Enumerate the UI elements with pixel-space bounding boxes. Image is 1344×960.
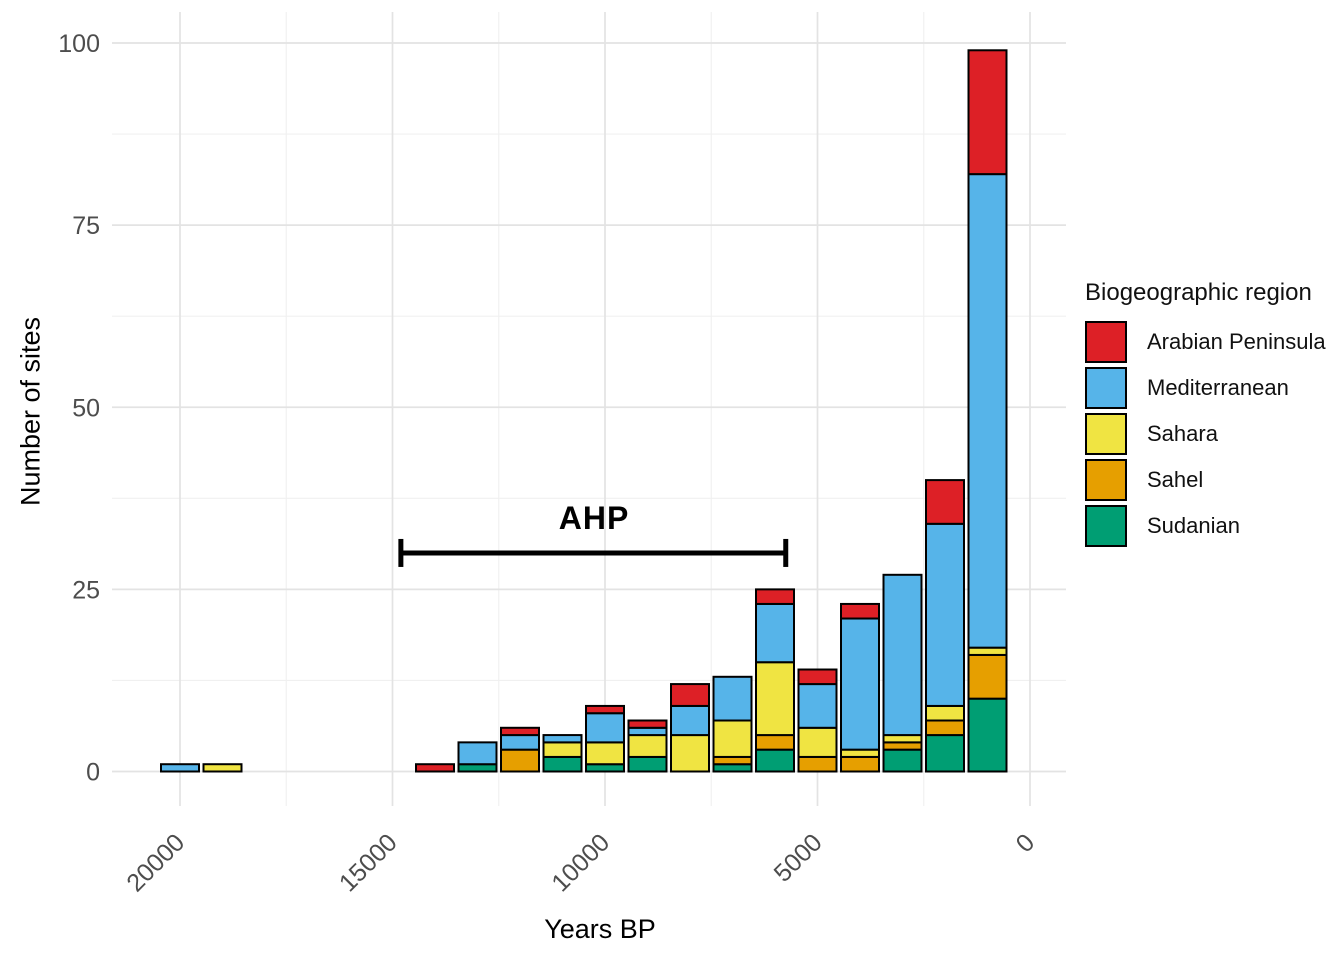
y-tick-label-75: 75 (72, 212, 100, 240)
bar-segment-4000bp-sahel (840, 755, 880, 773)
bar-segment-19000bp-sahara (202, 763, 243, 773)
bar-segment-6000bp-mediterranean (755, 602, 795, 664)
x-tick-label-0: 0 (1011, 828, 1041, 858)
legend-swatch-sahara (1085, 413, 1127, 455)
bar-segment-10000bp-mediterranean (585, 712, 625, 744)
y-tick-label-100: 100 (58, 30, 100, 58)
legend-title: Biogeographic region (1085, 279, 1312, 306)
x-tick-label-5000: 5000 (769, 828, 828, 887)
bar-segment-7000bp-sahara (712, 719, 753, 758)
bar-segment-3000bp-mediterranean (882, 573, 923, 737)
legend-label: Arabian Peninsula (1147, 329, 1326, 354)
y-tick-label-0: 0 (86, 759, 100, 787)
bar-segment-6000bp-sahara (755, 661, 795, 737)
x-axis-title: Years BP (544, 914, 656, 944)
bar-segment-9000bp-sudanian (627, 755, 668, 773)
legend-swatch-arabian-peninsula (1085, 321, 1127, 363)
bar-segment-7000bp-sahel (712, 755, 753, 766)
bar-segment-11000bp-mediterranean (542, 734, 583, 744)
bar-segment-4000bp-sahara (840, 748, 880, 758)
bar-segment-20000bp-mediterranean (160, 763, 200, 773)
bar-segment-2000bp-sudanian (925, 734, 965, 773)
legend-label: Sahara (1147, 421, 1218, 446)
bar-segment-1000bp-sudanian (967, 697, 1008, 773)
bar-segment-12000bp-sahel (500, 748, 540, 773)
legend-label: Sudanian (1147, 513, 1240, 538)
legend-item-mediterranean: Mediterranean (1085, 365, 1326, 411)
bar-segment-3000bp-sahara (882, 734, 923, 744)
legend-swatch-sahel (1085, 459, 1127, 501)
bar-segment-1000bp-arabian-peninsula (967, 49, 1008, 176)
bar-segment-2000bp-arabian-peninsula (925, 479, 965, 525)
bar-segment-12000bp-arabian-peninsula (500, 726, 540, 737)
x-tick-label-15000: 15000 (334, 828, 403, 897)
bar-segment-3000bp-sudanian (882, 748, 923, 773)
bar-segment-5000bp-sahara (797, 726, 838, 758)
bar-segment-5000bp-sahel (797, 755, 838, 773)
bar-segment-5000bp-arabian-peninsula (797, 668, 838, 686)
bar-segment-1000bp-mediterranean (967, 173, 1008, 649)
bar-segment-2000bp-mediterranean (925, 522, 965, 707)
x-tick-label-10000: 10000 (546, 828, 615, 897)
legend-items: Arabian Peninsula Mediterranean Sahara Sahe… (1085, 319, 1326, 549)
bar-segment-11000bp-sudanian (542, 755, 583, 773)
ahp-annotation-label: AHP (558, 500, 630, 536)
bar-segment-8000bp-arabian-peninsula (670, 683, 710, 707)
bar-segment-8000bp-sahara (670, 734, 710, 773)
bar-segment-10000bp-sahara (585, 741, 625, 766)
legend-item-arabian-peninsula: Arabian Peninsula (1085, 319, 1326, 365)
bar-segment-5000bp-mediterranean (797, 683, 838, 729)
bar-segment-9000bp-arabian-peninsula (627, 719, 668, 729)
legend-item-sahara: Sahara (1085, 411, 1326, 457)
legend-label: Mediterranean (1147, 375, 1289, 400)
bar-segment-6000bp-arabian-peninsula (755, 588, 795, 605)
legend-label: Sahel (1147, 467, 1204, 492)
bar-segment-1000bp-sahel (967, 653, 1008, 700)
legend-swatch-mediterranean (1085, 367, 1127, 409)
bar-segment-6000bp-sahel (755, 734, 795, 751)
bar-segment-10000bp-sudanian (585, 763, 625, 773)
x-tick-label-20000: 20000 (121, 828, 190, 897)
bar-segment-9000bp-mediterranean (627, 726, 668, 737)
legend-swatch-sudanian (1085, 505, 1127, 547)
bar-segment-12000bp-mediterranean (500, 734, 540, 751)
bar-segment-9000bp-sahara (627, 734, 668, 758)
bar-segment-7000bp-sudanian (712, 763, 753, 773)
bar-segment-4000bp-mediterranean (840, 617, 880, 751)
bar-segment-13000bp-sudanian (457, 763, 498, 773)
legend-item-sudanian: Sudanian (1085, 503, 1326, 549)
y-axis-title: Number of sites (15, 316, 46, 507)
bar-segment-3000bp-sahel (882, 741, 923, 751)
bar-segment-14000bp-arabian-peninsula (415, 763, 455, 773)
bar-segment-13000bp-mediterranean (457, 741, 498, 766)
bar-segment-11000bp-sahara (542, 741, 583, 758)
bar-segment-1000bp-sahara (967, 646, 1008, 656)
bar-segment-10000bp-arabian-peninsula (585, 704, 625, 715)
bar-segment-7000bp-mediterranean (712, 675, 753, 722)
legend-item-sahel: Sahel (1085, 457, 1326, 503)
bar-segment-4000bp-arabian-peninsula (840, 602, 880, 620)
y-tick-label-50: 50 (72, 394, 100, 422)
bar-segment-6000bp-sudanian (755, 748, 795, 773)
y-tick-label-25: 25 (72, 576, 100, 604)
bar-segment-2000bp-sahara (925, 704, 965, 722)
bar-segment-2000bp-sahel (925, 719, 965, 737)
legend: Biogeographic region Arabian Peninsula Me… (1085, 279, 1326, 549)
bar-segment-8000bp-mediterranean (670, 704, 710, 737)
